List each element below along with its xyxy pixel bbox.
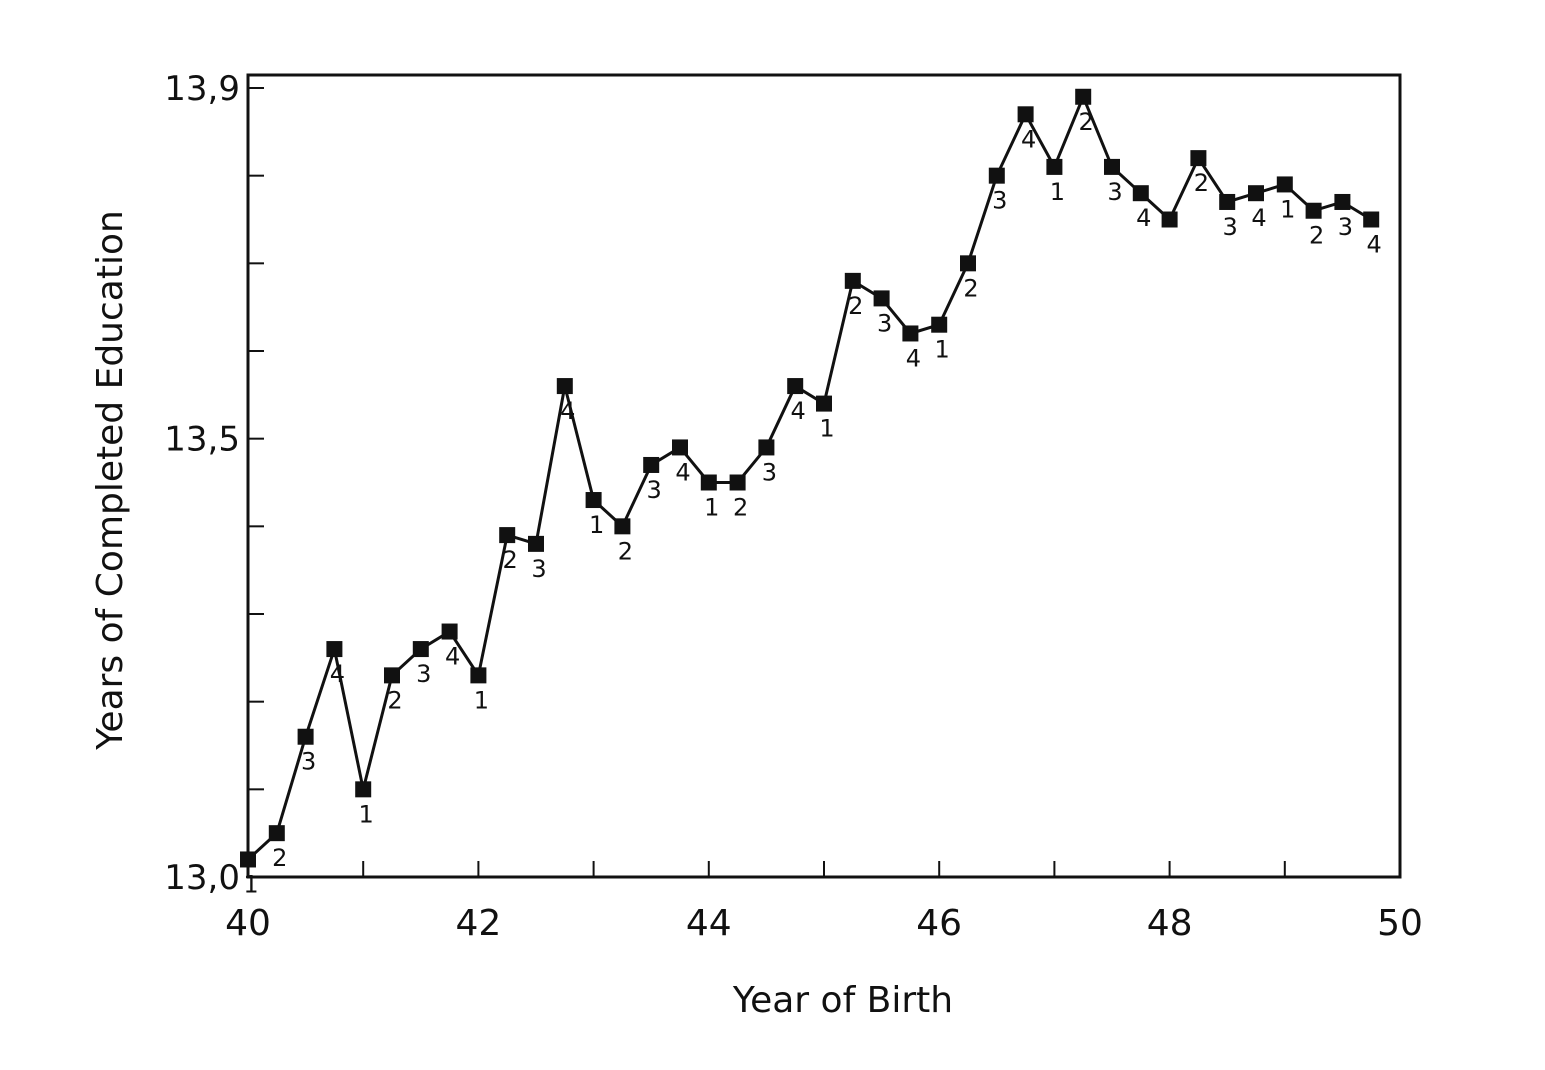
data-point-marker — [787, 378, 804, 395]
data-point-marker — [556, 378, 573, 395]
data-point-marker — [1334, 193, 1351, 210]
data-point-marker — [268, 825, 285, 842]
y-tick-label: 13,5 — [164, 420, 240, 460]
x-tick-label: 44 — [686, 903, 732, 944]
x-tick-label: 42 — [455, 903, 501, 944]
data-point-marker — [643, 456, 660, 473]
quarter-label: 1 — [935, 336, 950, 364]
quarter-label: 1 — [243, 870, 258, 898]
data-point-marker — [931, 316, 948, 333]
quarter-label: 1 — [474, 686, 489, 714]
data-point-marker — [470, 667, 487, 684]
quarter-label: 4 — [1367, 231, 1382, 259]
quarter-label: 2 — [618, 537, 633, 565]
x-tick-label: 48 — [1147, 903, 1193, 944]
quarter-label: 4 — [1251, 204, 1266, 232]
data-point-marker — [672, 439, 688, 456]
quarter-label: 2 — [272, 844, 287, 872]
quarter-label: 1 — [1050, 178, 1065, 206]
series-line — [246, 92, 1372, 861]
y-axis-label: Years of Completed Education — [90, 210, 131, 751]
data-point-marker — [902, 325, 919, 342]
quarter-label: 4 — [1021, 125, 1036, 153]
quarter-label: 1 — [589, 511, 604, 539]
data-point-marker — [384, 667, 400, 684]
quarter-label: 4 — [445, 643, 460, 671]
data-point-marker — [297, 728, 314, 745]
data-point-marker — [1132, 185, 1149, 202]
quarter-label: 3 — [1223, 213, 1238, 241]
quarter-label: 2 — [1194, 169, 1209, 197]
quarter-label: 1 — [359, 800, 374, 828]
quarter-label: 3 — [1107, 178, 1122, 206]
quarter-label: 4 — [1136, 204, 1151, 232]
data-point-marker — [700, 474, 717, 491]
data-point-marker — [1190, 150, 1207, 167]
data-point-marker — [1219, 193, 1236, 210]
data-point-marker — [1075, 88, 1092, 105]
data-point-marker — [960, 255, 976, 272]
y-tick-label: 13,9 — [164, 69, 240, 109]
data-point-marker — [1305, 202, 1322, 219]
quarter-label: 4 — [906, 344, 921, 372]
data-point-marker — [412, 641, 429, 658]
data-point-marker — [988, 167, 1005, 184]
data-point-marker — [355, 781, 372, 798]
y-tick-label: 13,0 — [164, 858, 240, 898]
data-point-marker — [585, 492, 602, 509]
data-point-marker — [441, 623, 458, 640]
quarter-label: 3 — [531, 555, 546, 583]
data-point-marker — [1363, 211, 1380, 228]
quarter-label: 3 — [647, 476, 662, 504]
quarter-label: 3 — [762, 458, 777, 486]
data-point-marker — [816, 395, 832, 412]
data-point-marker — [1161, 211, 1178, 228]
quarter-label: 2 — [503, 546, 518, 574]
x-tick-label: 46 — [916, 903, 962, 944]
quarter-label: 2 — [848, 292, 863, 320]
quarter-label: 2 — [387, 686, 402, 714]
quarter-label: 2 — [1309, 222, 1324, 250]
quarter-label: 4 — [560, 397, 575, 425]
quarter-label: 1 — [819, 415, 834, 443]
quarter-label: 2 — [963, 274, 978, 302]
quarter-label: 3 — [301, 748, 316, 776]
quarter-label: 4 — [675, 458, 690, 486]
data-point-marker — [1276, 176, 1293, 193]
data-point-marker — [1046, 158, 1063, 175]
quarter-label: 3 — [1338, 213, 1353, 241]
quarter-label: 1 — [704, 494, 719, 522]
data-point-marker — [1104, 158, 1120, 175]
data-point-marker — [614, 518, 631, 535]
quarter-label: 4 — [330, 660, 345, 688]
data-point-marker — [1017, 106, 1034, 123]
x-tick-label: 40 — [225, 903, 271, 944]
x-axis-label: Year of Birth — [732, 980, 953, 1021]
data-point-marker — [1248, 185, 1264, 202]
quarter-label: 3 — [877, 309, 892, 337]
data-point-marker — [873, 290, 890, 307]
data-point-marker — [844, 272, 861, 289]
quarter-label: 4 — [791, 397, 806, 425]
data-point-marker — [729, 474, 746, 491]
data-point-marker — [528, 535, 544, 552]
data-point-marker — [499, 527, 516, 544]
data-point-marker — [326, 641, 343, 658]
x-tick-label: 50 — [1377, 903, 1423, 944]
data-point-marker — [758, 439, 775, 456]
quarter-label: 2 — [733, 494, 748, 522]
quarter-label: 2 — [1079, 108, 1094, 136]
quarter-label: 1 — [1280, 195, 1295, 223]
data-point-marker — [240, 851, 256, 868]
quarter-label: 3 — [992, 187, 1007, 215]
quarter-label: 3 — [416, 660, 431, 688]
